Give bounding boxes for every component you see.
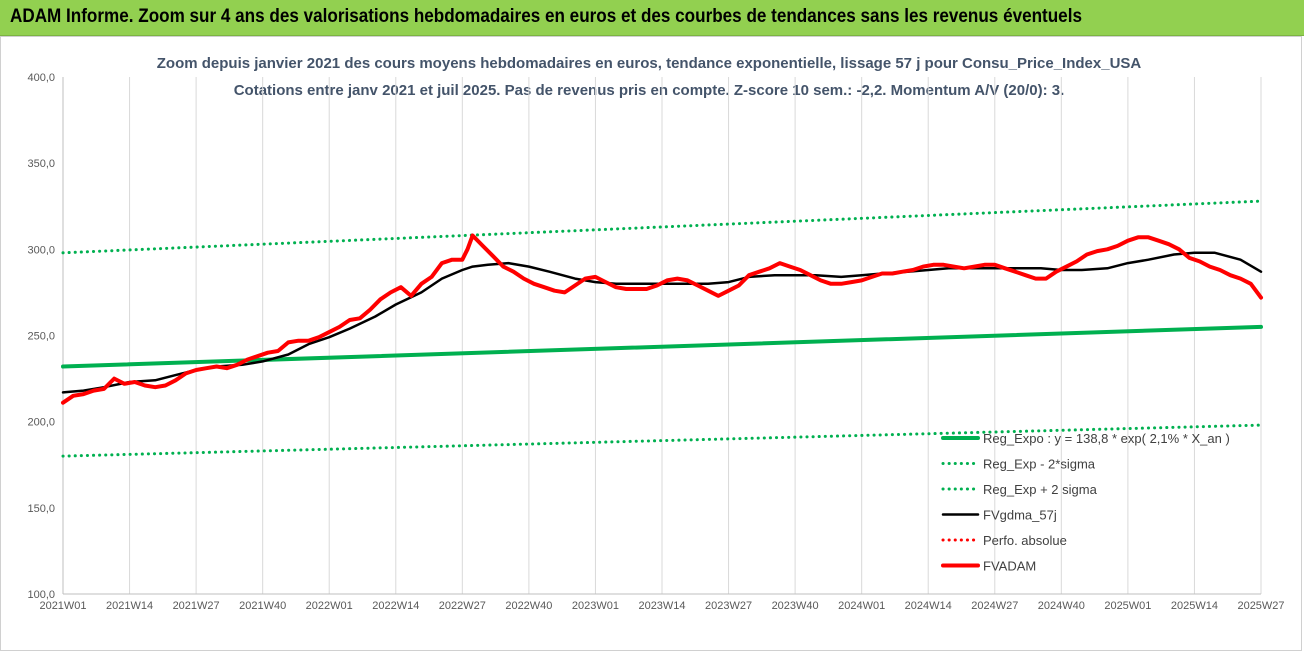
x-tick-label: 2021W14 xyxy=(106,600,153,612)
series-lines xyxy=(61,199,1263,458)
series-line-0 xyxy=(61,324,1263,369)
x-tick-label: 2025W14 xyxy=(1171,600,1218,612)
legend: Reg_Expo : y = 138,8 * exp( 2,1% * X_an … xyxy=(941,431,1230,574)
chart-canvas: Zoom depuis janvier 2021 des cours moyen… xyxy=(27,55,1284,612)
grid-lines xyxy=(62,77,1262,594)
legend-label-0: Reg_Expo : y = 138,8 * exp( 2,1% * X_an … xyxy=(983,431,1230,446)
chart-title: Zoom depuis janvier 2021 des cours moyen… xyxy=(157,55,1142,72)
x-tick-label: 2024W14 xyxy=(905,600,952,612)
x-tick-label: 2022W27 xyxy=(439,600,486,612)
x-tick-label: 2024W40 xyxy=(1038,600,1085,612)
x-tick-label: 2025W27 xyxy=(1237,600,1284,612)
legend-label-3: FVgdma_57j xyxy=(983,508,1057,523)
x-tick-label: 2022W01 xyxy=(306,600,353,612)
legend-label-1: Reg_Exp - 2*sigma xyxy=(983,457,1096,472)
y-tick-label: 250,0 xyxy=(27,331,55,343)
report-banner-title: ADAM Informe. Zoom sur 4 ans des valoris… xyxy=(10,6,1082,27)
x-tick-label: 2021W27 xyxy=(173,600,220,612)
chart-frame: Zoom depuis janvier 2021 des cours moyen… xyxy=(0,36,1302,651)
x-tick-label: 2023W27 xyxy=(705,600,752,612)
y-tick-label: 400,0 xyxy=(27,72,55,84)
x-tick-label: 2024W27 xyxy=(971,600,1018,612)
y-tick-label: 350,0 xyxy=(27,158,55,170)
axes: 2021W01 2021W14 2021W27 2021W40 2022W01 2022W… xyxy=(27,72,1284,612)
x-tick-label: 2022W40 xyxy=(505,600,552,612)
y-tick-label: 200,0 xyxy=(27,417,55,429)
x-tick-label: 2023W14 xyxy=(638,600,685,612)
series-line-1 xyxy=(61,423,1263,458)
legend-label-4: Perfo. absolue xyxy=(983,533,1067,548)
x-tick-label: 2025W01 xyxy=(1104,600,1151,612)
x-tick-label: 2021W40 xyxy=(239,600,286,612)
x-tick-label: 2023W40 xyxy=(772,600,819,612)
series-line-5 xyxy=(61,233,1263,405)
x-tick-label: 2023W01 xyxy=(572,600,619,612)
x-tick-label: 2022W14 xyxy=(372,600,419,612)
y-tick-label: 150,0 xyxy=(27,503,55,515)
x-tick-label: 2024W01 xyxy=(838,600,885,612)
legend-label-5: FVADAM xyxy=(983,559,1036,574)
chart-subtitle: Cotations entre janv 2021 et juil 2025. … xyxy=(234,82,1065,99)
series-line-2 xyxy=(61,199,1263,255)
y-tick-label: 300,0 xyxy=(27,244,55,256)
y-tick-label: 100,0 xyxy=(27,589,55,601)
x-tick-label: 2021W01 xyxy=(39,600,86,612)
legend-label-2: Reg_Exp + 2 sigma xyxy=(983,482,1098,497)
report-banner: ADAM Informe. Zoom sur 4 ans des valoris… xyxy=(0,0,1304,36)
